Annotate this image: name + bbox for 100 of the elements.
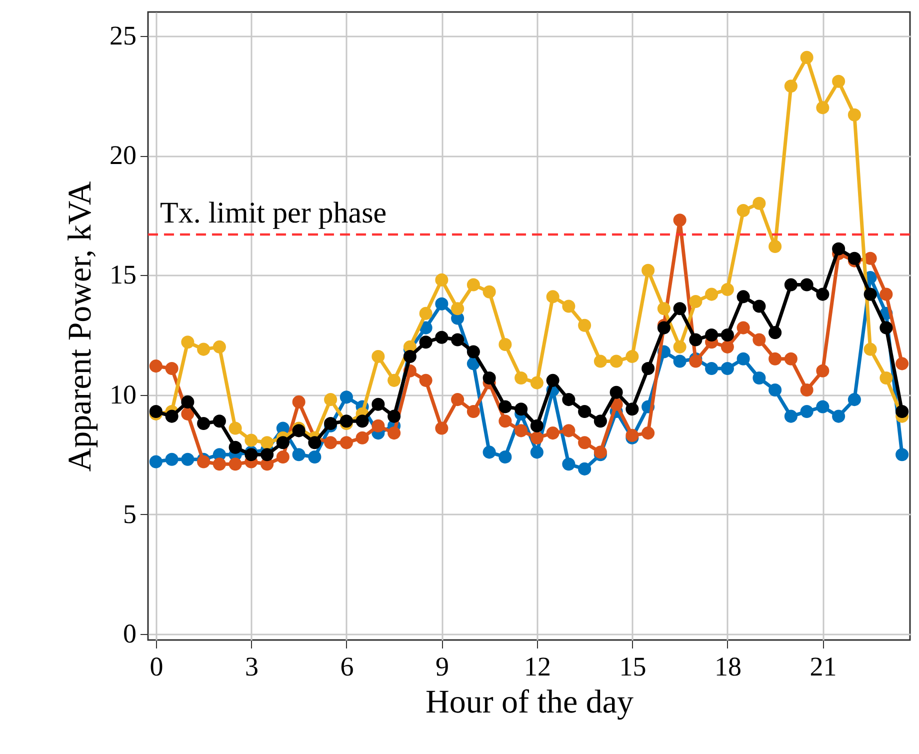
x-axis-title: Hour of the day xyxy=(425,684,634,720)
x-tick-label: 21 xyxy=(810,652,837,682)
point xyxy=(340,436,353,450)
y-tick-label: 0 xyxy=(123,618,136,649)
point xyxy=(626,428,639,442)
x-tick-label: 6 xyxy=(340,652,354,682)
point xyxy=(594,414,607,428)
point xyxy=(880,372,893,385)
point xyxy=(768,240,782,253)
point xyxy=(594,446,607,459)
point xyxy=(800,405,814,418)
point xyxy=(466,405,480,418)
point xyxy=(673,340,686,354)
point xyxy=(181,407,194,420)
point xyxy=(832,410,846,423)
point xyxy=(435,297,448,310)
point xyxy=(705,288,718,301)
point xyxy=(165,452,178,466)
y-tick-label: 10 xyxy=(110,379,136,410)
x-tick-label: 9 xyxy=(435,652,449,682)
point xyxy=(260,436,274,450)
point xyxy=(181,395,194,408)
point xyxy=(530,446,544,459)
point xyxy=(578,405,592,418)
point xyxy=(720,328,734,342)
point xyxy=(419,374,432,387)
point xyxy=(784,80,798,93)
point xyxy=(864,288,877,301)
point xyxy=(784,410,798,423)
point xyxy=(768,326,782,340)
point xyxy=(228,422,242,435)
point xyxy=(292,395,306,408)
point xyxy=(689,294,702,308)
point xyxy=(673,214,686,227)
point xyxy=(388,374,401,387)
point xyxy=(165,362,178,375)
point xyxy=(149,455,162,468)
point xyxy=(896,405,909,418)
point xyxy=(530,376,544,390)
point xyxy=(705,362,718,375)
point xyxy=(657,302,670,316)
point xyxy=(308,450,322,464)
point xyxy=(673,354,686,368)
point xyxy=(292,448,306,462)
point xyxy=(736,352,750,366)
x-tick-label: 0 xyxy=(150,652,164,682)
point xyxy=(578,436,592,450)
point xyxy=(848,108,861,122)
x-tick-label: 18 xyxy=(714,652,742,682)
point xyxy=(435,422,448,435)
point xyxy=(435,273,448,286)
point xyxy=(498,400,512,414)
point xyxy=(388,426,401,440)
point xyxy=(451,393,464,406)
y-tick-label: 20 xyxy=(110,140,136,170)
point xyxy=(482,446,496,459)
point xyxy=(752,372,766,385)
point xyxy=(530,419,544,432)
point xyxy=(498,338,512,352)
point xyxy=(689,333,702,346)
point xyxy=(419,336,432,349)
point xyxy=(181,452,194,466)
point xyxy=(848,393,861,406)
point xyxy=(197,416,210,430)
point xyxy=(626,402,639,416)
point xyxy=(832,242,846,256)
point xyxy=(228,440,242,454)
point xyxy=(689,354,702,368)
point xyxy=(276,436,290,450)
point xyxy=(880,288,893,301)
point xyxy=(482,372,496,385)
point xyxy=(197,342,210,356)
point xyxy=(578,318,592,332)
point xyxy=(705,328,718,342)
point xyxy=(736,321,750,334)
point xyxy=(340,390,353,404)
x-tick-label: 3 xyxy=(244,652,258,682)
point xyxy=(673,302,686,316)
point xyxy=(752,196,766,210)
point xyxy=(498,450,512,464)
point xyxy=(642,362,655,375)
point xyxy=(419,306,432,320)
point xyxy=(720,283,734,296)
point xyxy=(864,342,877,356)
point xyxy=(276,450,290,464)
point xyxy=(816,288,830,301)
y-tick-label: 5 xyxy=(123,498,136,529)
point xyxy=(451,333,464,346)
point xyxy=(736,204,750,218)
point xyxy=(800,50,814,64)
point xyxy=(482,285,496,298)
point xyxy=(896,448,909,462)
point xyxy=(610,386,623,399)
point xyxy=(816,400,830,414)
point xyxy=(244,448,258,462)
point xyxy=(197,455,210,468)
point xyxy=(562,458,576,471)
point xyxy=(165,410,178,423)
point xyxy=(546,374,560,387)
y-tick-label: 25 xyxy=(110,20,136,50)
